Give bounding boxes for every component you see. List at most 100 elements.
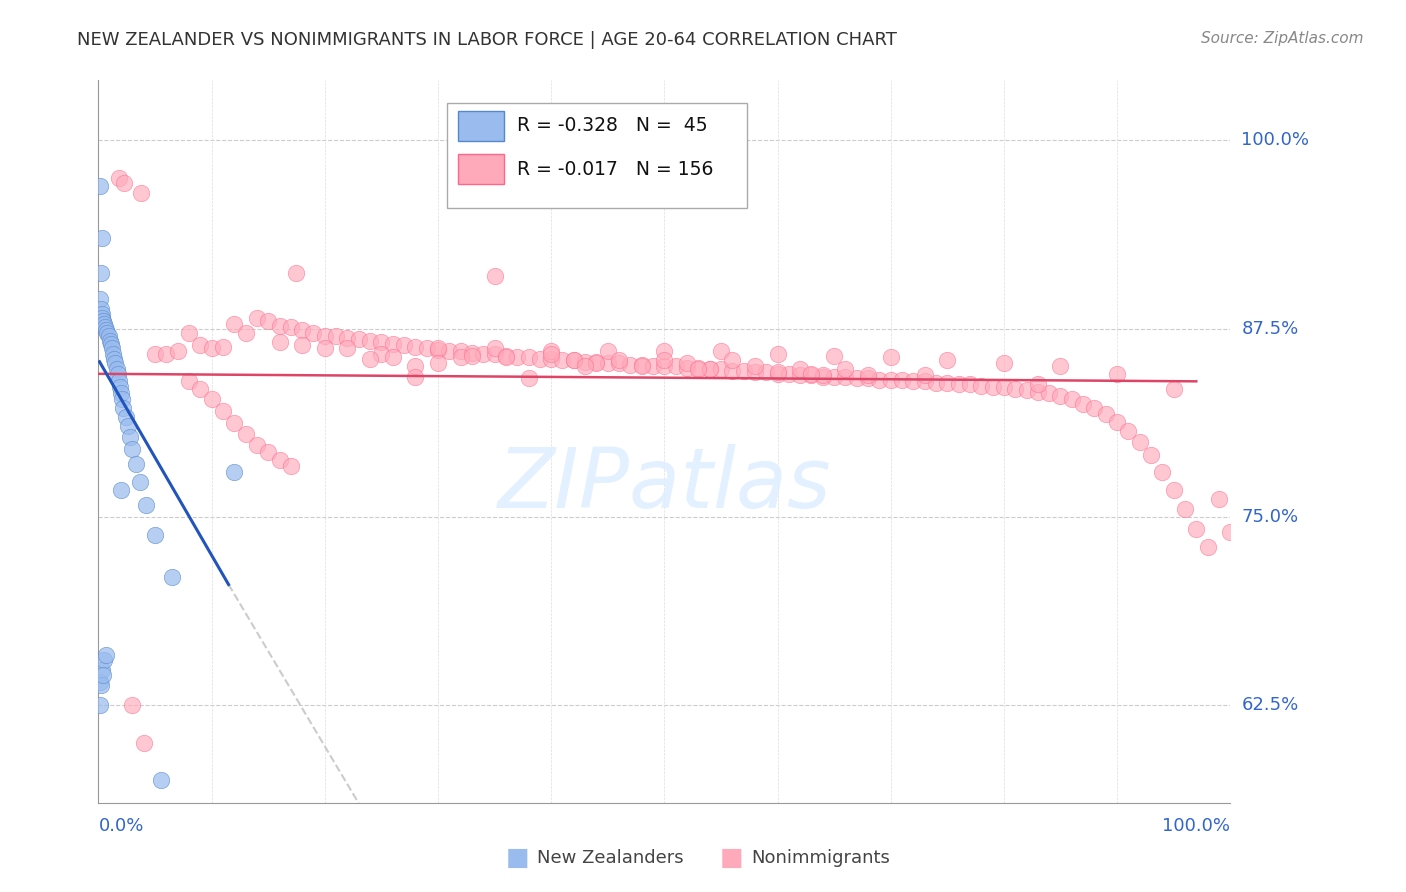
Point [551,353,574,368]
Text: 0.0%: 0.0% [98,816,143,835]
Point [291,323,314,337]
Point [114,410,136,425]
Point [280,458,302,473]
Point [135,498,157,512]
Point [1129,434,1152,449]
Text: R = -0.017   N = 156: R = -0.017 N = 156 [517,160,714,178]
Point [585,356,607,370]
Point [811,368,834,383]
Point [96,326,118,341]
Point [117,419,139,434]
Point [981,380,1004,394]
Point [212,404,235,418]
Point [823,369,845,384]
Point [96,648,118,663]
Point [392,338,415,352]
Point [800,367,823,381]
Point [404,369,426,384]
Point [415,341,437,355]
Point [224,417,246,431]
Point [291,338,314,352]
Point [880,373,903,387]
Point [112,401,135,416]
Point [359,351,381,366]
Point [630,359,652,374]
Point [93,653,115,667]
Text: 75.0%: 75.0% [1241,508,1299,525]
Point [1118,424,1140,438]
Text: 87.5%: 87.5% [1241,319,1299,338]
Point [336,341,359,355]
Point [495,351,517,365]
Point [89,675,111,690]
Point [125,457,148,471]
Point [108,380,131,394]
Point [107,375,129,389]
Point [766,347,789,361]
Point [574,355,596,369]
Point [993,356,1015,370]
Point [778,367,800,381]
Point [710,344,733,359]
Point [177,326,200,341]
Point [506,351,529,365]
Point [121,698,143,712]
Point [450,351,472,365]
Point [101,347,124,361]
Point [201,341,224,355]
Text: 62.5%: 62.5% [1241,696,1299,714]
Point [710,362,733,376]
Point [1049,389,1071,403]
Point [120,430,142,444]
Point [143,528,166,542]
Point [105,362,128,376]
Point [461,349,484,363]
Point [1026,384,1049,399]
Point [90,302,112,317]
Point [733,364,755,378]
Point [1140,448,1163,462]
Point [97,329,120,343]
Point [744,359,766,374]
Point [630,358,652,372]
Point [936,376,959,390]
Point [224,465,246,479]
Point [540,347,562,361]
Point [607,353,630,368]
Point [652,353,676,368]
Point [269,452,291,467]
Point [155,347,177,361]
Point [1197,540,1219,554]
Point [235,326,257,341]
Point [823,349,845,363]
Point [89,292,111,306]
Point [619,358,641,372]
Text: ■: ■ [506,847,529,870]
Point [90,678,112,692]
Point [370,347,392,361]
Point [93,317,115,331]
Point [132,736,155,750]
Point [585,355,607,369]
Point [688,360,710,375]
Point [1163,382,1185,396]
Point [652,359,676,374]
Point [347,332,370,346]
Point [1049,359,1071,374]
Point [100,336,122,351]
Point [404,340,426,354]
Point [269,318,291,333]
Point [370,335,392,350]
Point [540,344,562,359]
Point [89,698,111,712]
Point [676,360,699,375]
Point [903,375,925,389]
Point [381,336,404,351]
Point [641,359,664,374]
Point [90,231,112,245]
Point [868,373,890,387]
Point [336,331,359,345]
Point [91,314,114,328]
Point [699,362,721,376]
Point [789,362,811,376]
